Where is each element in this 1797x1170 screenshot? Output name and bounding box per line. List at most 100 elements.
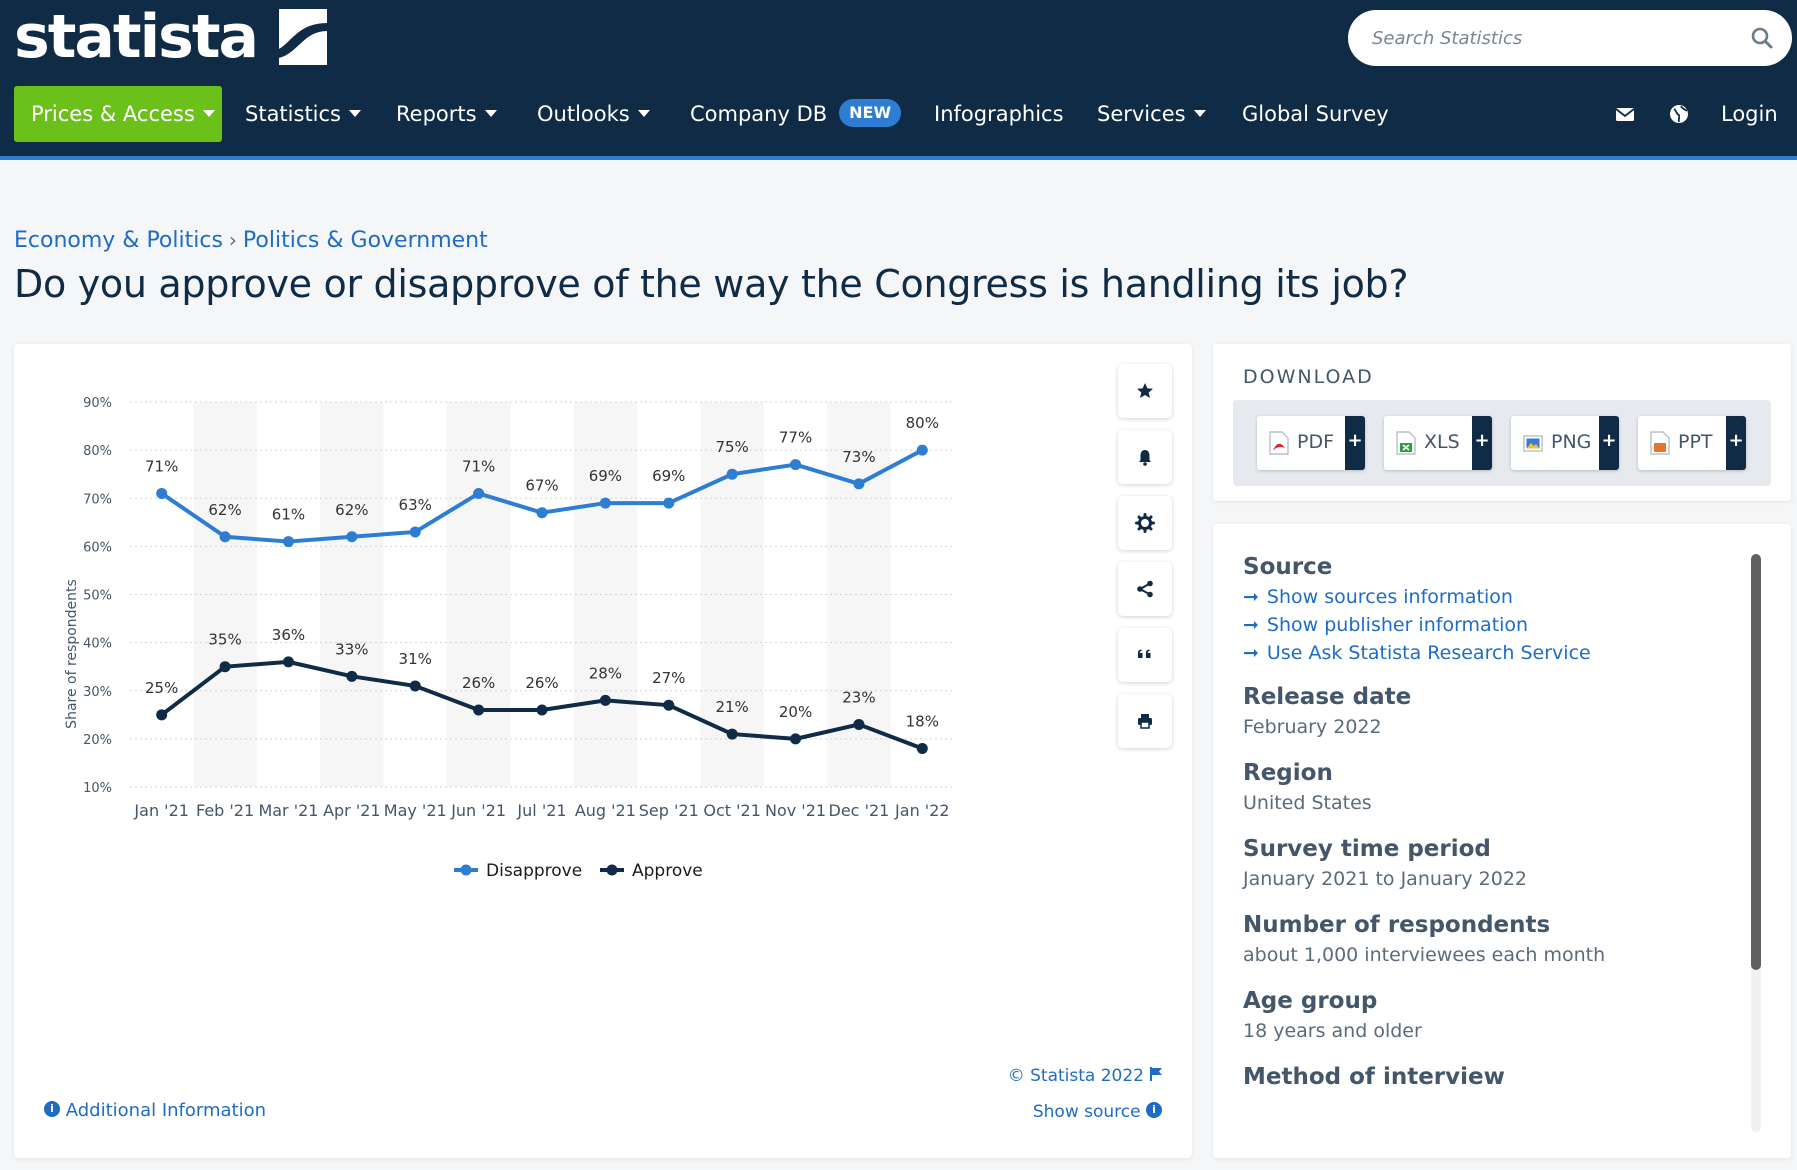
survey-period-heading: Survey time period	[1243, 836, 1491, 862]
info-icon: i	[1146, 1102, 1162, 1118]
data-label: 71%	[462, 457, 495, 475]
nav-reports[interactable]: Reports	[396, 86, 497, 142]
data-point[interactable]	[853, 718, 865, 730]
download-xls-button[interactable]: XLS +	[1384, 416, 1492, 470]
data-point[interactable]	[409, 526, 421, 538]
statista-logo[interactable]: statista	[14, 6, 328, 68]
data-point[interactable]	[156, 709, 168, 721]
data-label: 61%	[272, 506, 305, 524]
data-point[interactable]	[790, 733, 802, 745]
data-point[interactable]	[853, 478, 865, 490]
share-button[interactable]	[1118, 562, 1172, 616]
data-point[interactable]	[663, 497, 675, 509]
login-link[interactable]: Login	[1721, 86, 1778, 142]
additional-information-link[interactable]: i Additional Information	[44, 1100, 266, 1121]
print-button[interactable]	[1118, 694, 1172, 748]
nav-global-survey[interactable]: Global Survey	[1242, 86, 1389, 142]
quote-icon	[1138, 649, 1151, 658]
copyright-link[interactable]: © Statista 2022	[1008, 1066, 1162, 1086]
data-point[interactable]	[346, 531, 358, 543]
data-point[interactable]	[916, 743, 928, 754]
data-point[interactable]	[346, 670, 358, 682]
data-label: 62%	[208, 501, 241, 519]
nav-label: Global Survey	[1242, 102, 1389, 126]
nav-statistics[interactable]: Statistics	[245, 86, 361, 142]
breadcrumb-separator: ›	[228, 228, 237, 252]
data-point[interactable]	[156, 487, 168, 499]
data-label: 27%	[652, 669, 685, 687]
data-point[interactable]	[219, 661, 231, 673]
download-ppt-button[interactable]: PPT +	[1638, 416, 1746, 470]
data-label: 35%	[208, 631, 241, 649]
ask-statista-link[interactable]: ➞ Use Ask Statista Research Service	[1243, 642, 1743, 664]
region-heading: Region	[1243, 760, 1333, 786]
nav-services[interactable]: Services	[1097, 86, 1206, 142]
data-point[interactable]	[409, 680, 421, 692]
data-point[interactable]	[726, 468, 738, 480]
caret-down-icon	[637, 109, 650, 117]
y-tick-label: 80%	[83, 444, 112, 459]
mail-icon[interactable]	[1612, 101, 1638, 127]
cite-button[interactable]	[1118, 628, 1172, 682]
y-tick-label: 90%	[83, 396, 112, 411]
source-heading: Source	[1243, 554, 1333, 580]
print-icon	[1138, 714, 1152, 729]
scrollbar-thumb[interactable]	[1751, 554, 1761, 970]
scrollbar[interactable]	[1751, 554, 1761, 1132]
data-point[interactable]	[599, 694, 611, 706]
age-group-value: 18 years and older	[1243, 1020, 1422, 1042]
nav-infographics[interactable]: Infographics	[934, 86, 1064, 142]
y-tick-label: 70%	[83, 492, 112, 507]
png-file-icon	[1523, 435, 1543, 452]
data-point[interactable]	[790, 459, 802, 471]
download-card: DOWNLOAD PDF + XLS + PNG + PPT +	[1213, 344, 1791, 501]
settings-button[interactable]	[1118, 496, 1172, 550]
arrow-right-icon: ➞	[1243, 614, 1259, 636]
search-input[interactable]	[1372, 24, 1732, 52]
data-label: 71%	[145, 457, 178, 475]
arrow-right-icon: ➞	[1243, 642, 1259, 664]
data-point[interactable]	[916, 444, 928, 456]
data-label: 20%	[779, 703, 812, 721]
show-sources-link[interactable]: ➞ Show sources information	[1243, 586, 1743, 608]
download-label: PNG	[1551, 431, 1592, 453]
show-source-link[interactable]: Show source i	[1033, 1102, 1162, 1122]
breadcrumb-politics-government[interactable]: Politics & Government	[242, 228, 488, 253]
download-png-button[interactable]: PNG +	[1511, 416, 1619, 470]
release-date-heading: Release date	[1243, 684, 1412, 710]
notification-button[interactable]	[1118, 430, 1172, 484]
data-point[interactable]	[536, 507, 548, 519]
x-tick-label: Jan '21	[133, 801, 189, 820]
pdf-file-icon	[1269, 431, 1289, 455]
data-point[interactable]	[599, 497, 611, 509]
data-point[interactable]	[282, 536, 294, 548]
globe-icon[interactable]	[1666, 101, 1692, 127]
nav-prices-access[interactable]: Prices & Access	[14, 86, 222, 142]
copyright-text: © Statista 2022	[1007, 1066, 1144, 1086]
nav-company-db[interactable]: Company DB NEW	[690, 86, 902, 142]
statistic-details-card: Source ➞ Show sources information ➞ Show p…	[1213, 524, 1791, 1158]
legend-label[interactable]: Disapprove	[486, 861, 582, 881]
show-publisher-link[interactable]: ➞ Show publisher information	[1243, 614, 1743, 636]
breadcrumb-economy-politics[interactable]: Economy & Politics	[14, 228, 223, 253]
data-point[interactable]	[282, 656, 294, 668]
search-icon[interactable]	[1750, 26, 1774, 50]
x-tick-label: Nov '21	[765, 801, 826, 820]
breadcrumb: Economy & Politics › Politics & Government	[14, 228, 488, 253]
method-heading: Method of interview	[1243, 1064, 1505, 1090]
download-pdf-button[interactable]: PDF +	[1257, 416, 1365, 470]
region-value: United States	[1243, 792, 1372, 814]
data-point[interactable]	[663, 699, 675, 711]
y-tick-label: 30%	[83, 685, 112, 700]
legend-label[interactable]: Approve	[632, 861, 703, 881]
data-point[interactable]	[219, 531, 231, 543]
nav-outlooks[interactable]: Outlooks	[537, 86, 650, 142]
data-point[interactable]	[536, 704, 548, 716]
data-point[interactable]	[726, 728, 738, 740]
favorite-button[interactable]	[1118, 364, 1172, 418]
plus-icon: +	[1726, 416, 1746, 470]
data-label: 36%	[272, 626, 305, 644]
data-point[interactable]	[473, 704, 485, 716]
data-point[interactable]	[473, 487, 485, 499]
source-links: ➞ Show sources information ➞ Show publishe…	[1243, 586, 1743, 664]
